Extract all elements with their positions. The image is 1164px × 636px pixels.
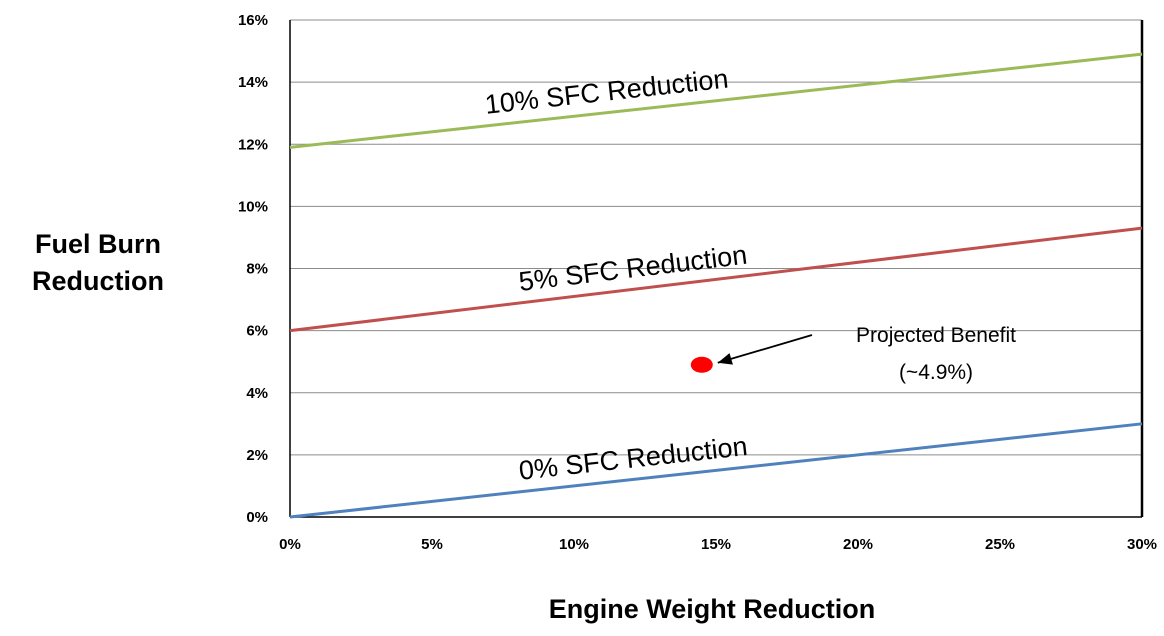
y-tick-label: 8% <box>246 261 268 278</box>
x-tick-label: 25% <box>985 536 1015 553</box>
y-tick-label: 4% <box>246 385 268 402</box>
y-tick-label: 14% <box>238 74 268 91</box>
x-tick-label: 0% <box>279 536 301 553</box>
y-tick-label: 2% <box>246 447 268 464</box>
y-tick-label: 12% <box>238 136 268 153</box>
series-label: 0% SFC Reduction <box>517 431 749 486</box>
x-axis-title: Engine Weight Reduction <box>549 594 876 624</box>
grid <box>289 19 1144 518</box>
y-tick-label: 6% <box>246 323 268 340</box>
series-line <box>289 422 1143 519</box>
y-tick-label: 10% <box>238 198 268 215</box>
y-tick-label: 16% <box>238 12 268 29</box>
annotation-arrow-head <box>717 353 733 365</box>
annotation-line-1: Projected Benefit <box>856 324 1016 347</box>
series-line <box>289 52 1143 149</box>
annotation-arrow-line <box>717 334 813 364</box>
annotation-line-2: (~4.9%) <box>899 361 973 384</box>
x-tick-label: 20% <box>843 536 873 553</box>
marks-group <box>690 334 813 373</box>
ticks-group: 0% 2% 4% 6% 8% 10% 12% 14% 16% 0% 5% 10% 15% 20% 25% 30… <box>238 12 1157 553</box>
x-tick-label: 10% <box>559 536 589 553</box>
y-axis-title-line-1: Fuel Burn <box>35 229 161 259</box>
x-tick-label: 5% <box>421 536 443 553</box>
y-tick-label: 0% <box>246 509 268 526</box>
projected-benefit-point <box>690 356 713 373</box>
y-axis-title-line-2: Reduction <box>32 266 164 296</box>
x-tick-label: 30% <box>1127 536 1157 553</box>
x-tick-label: 15% <box>701 536 731 553</box>
series-line <box>289 226 1143 333</box>
